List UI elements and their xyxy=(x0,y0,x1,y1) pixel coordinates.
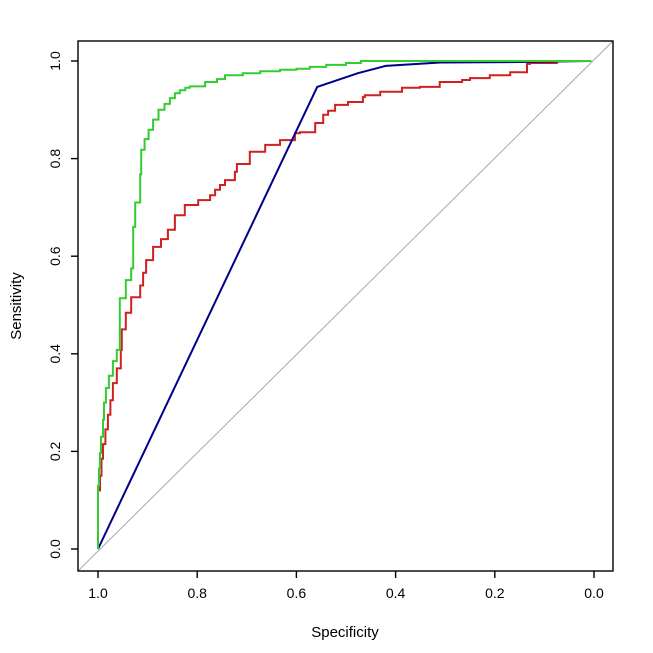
roc-curve-red xyxy=(97,60,592,549)
series-layer xyxy=(97,60,592,550)
x-tick-label: 1.0 xyxy=(88,585,108,601)
y-tick-label: 0.0 xyxy=(47,539,63,559)
chance-diagonal-line xyxy=(77,40,614,572)
plot-frame xyxy=(77,40,614,572)
y-tick-label: 1.0 xyxy=(47,51,63,71)
x-tick-label: 0.6 xyxy=(287,585,307,601)
axes-layer: 1.0 0.8 0.6 0.4 0.2 0.0 0.0 0.2 0.4 0.6 0.8 1.0 xyxy=(47,40,614,601)
x-tick-label: 0.0 xyxy=(584,585,604,601)
y-tick-label: 0.2 xyxy=(47,441,63,461)
x-tick-label: 0.2 xyxy=(485,585,505,601)
x-axis-title: Specificity xyxy=(311,624,379,641)
y-axis-title: Sensitivity xyxy=(8,272,25,340)
x-tick-label: 0.4 xyxy=(386,585,406,601)
reference-line-layer xyxy=(77,40,614,572)
roc-curve-green xyxy=(97,60,592,549)
y-tick-label: 0.6 xyxy=(47,246,63,266)
roc-curve-blue xyxy=(97,60,590,550)
y-tick-label: 0.4 xyxy=(47,344,63,364)
y-tick-label: 0.8 xyxy=(47,149,63,169)
x-tick-label: 0.8 xyxy=(187,585,207,601)
